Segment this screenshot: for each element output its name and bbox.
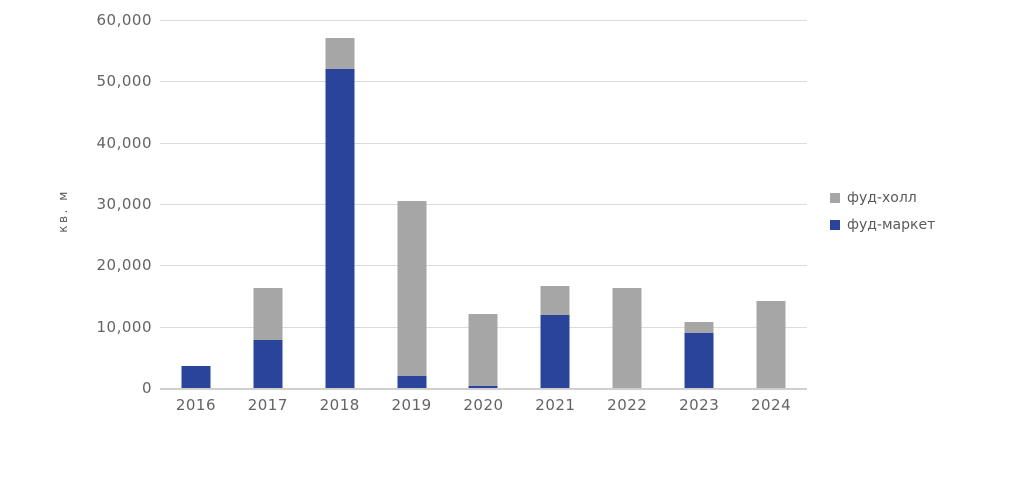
bar-slot-2024 <box>735 20 807 388</box>
x-tick-label-2024: 2024 <box>750 396 792 414</box>
bar-slot-2021 <box>519 20 591 388</box>
bar-slot-2016 <box>160 20 232 388</box>
bar-2022 <box>612 288 642 388</box>
plot-area <box>160 20 807 390</box>
x-tick-label-2018: 2018 <box>319 396 360 414</box>
bar-slot-2019 <box>376 20 448 388</box>
bar-2024 <box>756 300 786 388</box>
x-tick-label-2019: 2019 <box>391 396 432 414</box>
bar-slot-2023 <box>663 20 735 388</box>
y-tick-label: 30,000 <box>96 195 152 213</box>
bar-segment-2023-фуд-холл <box>684 321 714 333</box>
bar-2016 <box>181 365 211 388</box>
gridline-20000 <box>160 265 807 267</box>
bar-slot-2022 <box>591 20 663 388</box>
bar-segment-2019-фуд-холл <box>397 200 427 376</box>
gridline-50000 <box>160 81 807 83</box>
bar-segment-2023-фуд-маркет <box>684 332 714 388</box>
x-tick-label-2017: 2017 <box>247 396 288 414</box>
bar-segment-2021-фуд-маркет <box>540 315 570 388</box>
bar-segment-2020-фуд-холл <box>468 313 498 387</box>
gridline-30000 <box>160 204 807 205</box>
bar-segment-2018-фуд-холл <box>325 38 355 70</box>
x-tick-label-2021: 2021 <box>535 396 576 414</box>
y-tick-label: 60,000 <box>96 11 152 29</box>
bar-2018 <box>325 38 355 388</box>
legend-label: фуд-маркет <box>847 216 936 233</box>
bar-2023 <box>684 321 714 388</box>
bar-segment-2017-фуд-холл <box>253 288 283 340</box>
x-tick-label-2023: 2023 <box>679 396 720 414</box>
bar-segment-2016-фуд-маркет <box>181 365 211 388</box>
bar-segment-2017-фуд-маркет <box>253 339 283 388</box>
y-tick-label: 20,000 <box>96 256 152 275</box>
x-tick-label-2020: 2020 <box>463 396 504 414</box>
bar-2020 <box>468 313 498 388</box>
y-tick-label: 10,000 <box>96 317 152 336</box>
bar-segment-2021-фуд-холл <box>540 286 570 316</box>
x-tick-label-2016: 2016 <box>175 396 217 414</box>
bar-slot-2020 <box>448 20 520 388</box>
bar-segment-2020-фуд-маркет <box>468 386 498 388</box>
bar-segment-2018-фуд-маркет <box>325 69 355 388</box>
legend-item-фуд-холл: фуд-холл <box>830 184 935 211</box>
legend-swatch-icon <box>830 219 840 230</box>
bar-2021 <box>540 286 570 388</box>
gridline-60000 <box>160 20 807 21</box>
legend-label: фуд-холл <box>847 189 917 206</box>
legend-swatch-icon <box>830 192 840 203</box>
bar-segment-2022-фуд-холл <box>612 288 642 388</box>
y-tick-label: 50,000 <box>96 72 152 91</box>
y-tick-label: 0 <box>141 379 152 397</box>
x-tick-label-2022: 2022 <box>607 396 648 414</box>
y-tick-label: 40,000 <box>96 133 152 152</box>
bar-slot-2017 <box>232 20 304 388</box>
bar-2017 <box>253 288 283 388</box>
bar-2019 <box>397 200 427 388</box>
bar-slot-2018 <box>304 20 376 388</box>
bar-segment-2019-фуд-маркет <box>397 375 427 388</box>
bar-segment-2024-фуд-холл <box>756 300 786 388</box>
gridline-40000 <box>160 142 807 144</box>
legend: фуд-холл фуд-маркет <box>830 184 935 238</box>
legend-item-фуд-маркет: фуд-маркет <box>830 211 935 238</box>
